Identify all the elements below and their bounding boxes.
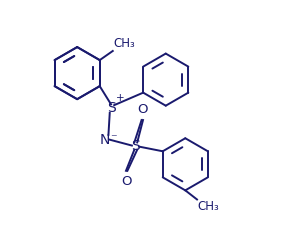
Text: S: S: [107, 101, 115, 115]
Text: ⁻: ⁻: [110, 132, 117, 145]
Text: CH₃: CH₃: [197, 200, 219, 213]
Text: O: O: [122, 175, 132, 188]
Text: N: N: [99, 133, 110, 147]
Text: +: +: [116, 93, 125, 103]
Text: CH₃: CH₃: [113, 37, 135, 50]
Text: S: S: [131, 139, 140, 153]
Text: O: O: [137, 103, 147, 116]
